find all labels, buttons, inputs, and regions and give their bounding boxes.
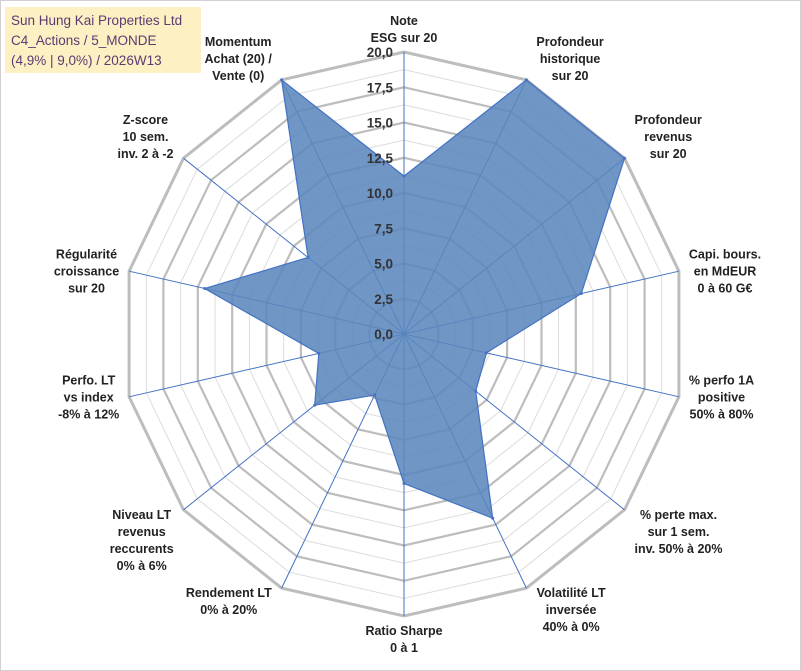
axis-label-7: Ratio Sharpe 0 à 1 <box>365 624 442 655</box>
axis-label-1: Profondeur historique sur 20 <box>536 35 603 83</box>
data-point-8 <box>373 393 377 397</box>
data-point-4 <box>485 351 488 355</box>
data-point-1 <box>524 78 528 82</box>
data-point-10 <box>317 352 321 355</box>
data-point-9 <box>313 403 317 407</box>
data-point-7 <box>402 482 406 485</box>
data-point-12 <box>306 256 310 259</box>
title-line-2: C4_Actions / 5_MONDE <box>11 33 157 48</box>
axis-label-4: % perfo 1A positive 50% à 80% <box>689 373 754 421</box>
data-point-6 <box>491 516 495 520</box>
tick-label-3: 7,5 <box>374 221 393 236</box>
axis-labels: Note ESG sur 20 Profondeur historique sur 20… <box>54 14 761 655</box>
tick-labels: 0,0 2,5 5,0 7,5 10,0 12,5 15,0 17,5 20,0 <box>367 45 394 342</box>
axis-label-10: Perfo. LT vs index -8% à 12% <box>58 373 119 421</box>
axis-label-13: Momentum Achat (20) / Vente (0) <box>205 35 273 83</box>
tick-label-4: 10,0 <box>367 186 393 201</box>
data-point-2 <box>623 156 626 160</box>
tick-label-7: 17,5 <box>367 80 394 95</box>
data-point-13 <box>280 78 284 82</box>
data-point-0 <box>402 174 406 178</box>
axis-label-2: Profondeur revenus sur 20 <box>635 113 702 161</box>
tick-label-0: 0,0 <box>374 327 393 342</box>
tick-label-8: 20,0 <box>367 45 393 60</box>
axis-label-12: Z-score 10 sem. inv. 2 à -2 <box>117 113 173 161</box>
series-layer <box>203 78 626 520</box>
axis-label-6: Volatilité LT inversée 40% à 0% <box>537 586 606 634</box>
axis-label-11: Régularité croissance sur 20 <box>54 248 119 296</box>
series-area <box>203 78 626 520</box>
tick-label-2: 5,0 <box>374 257 393 272</box>
chart-title-box: Sun Hung Kai Properties Ltd C4_Actions /… <box>5 7 201 73</box>
data-point-11 <box>203 287 207 290</box>
data-point-3 <box>579 292 583 295</box>
axis-label-9: Niveau LT revenus reccurents 0% à 6% <box>110 508 174 573</box>
tick-label-6: 15,0 <box>367 116 393 131</box>
axis-label-5: % perte max. sur 1 sem. inv. 50% à 20% <box>634 508 722 556</box>
tick-label-5: 12,5 <box>367 151 394 166</box>
title-line-1: Sun Hung Kai Properties Ltd <box>11 13 183 28</box>
axis-label-3: Capi. bours. en MdEUR 0 à 60 G€ <box>689 248 761 296</box>
axis-label-0: Note ESG sur 20 <box>371 14 438 45</box>
data-point-5 <box>474 389 478 393</box>
axis-label-8: Rendement LT 0% à 20% <box>186 586 272 617</box>
title-line-3: (4,9% | 9,0%) / 2026W13 <box>11 53 162 68</box>
tick-label-1: 2,5 <box>374 292 393 307</box>
